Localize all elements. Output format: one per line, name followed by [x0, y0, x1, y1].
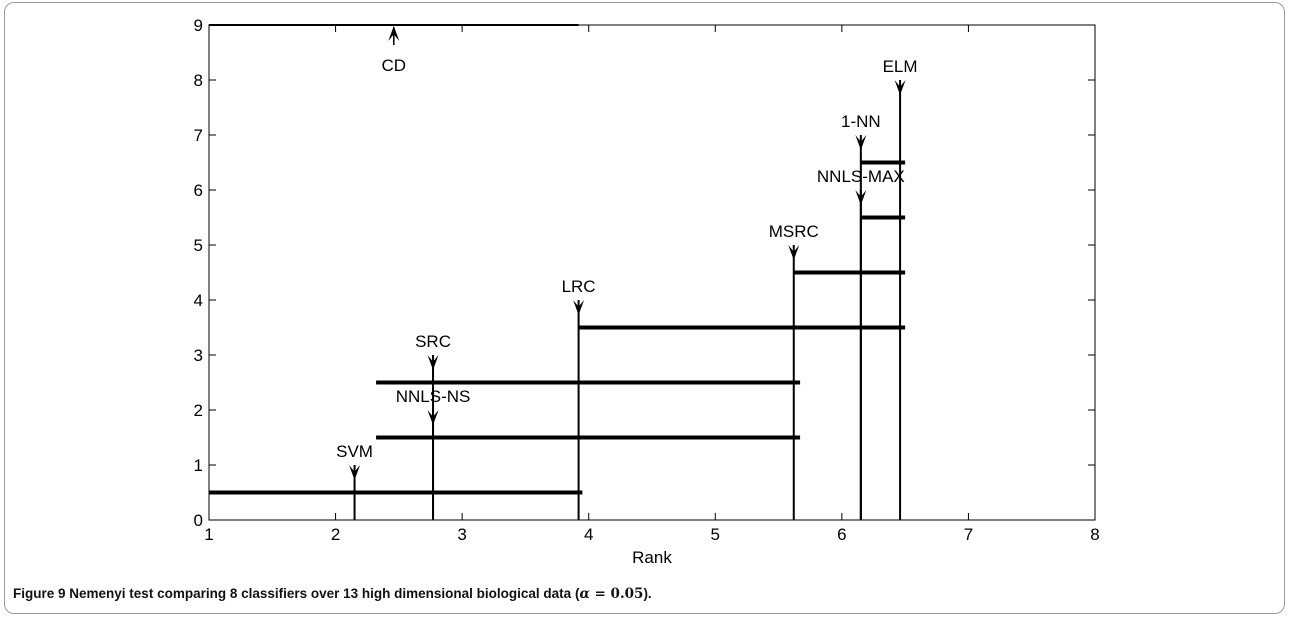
- y-tick-label: 3: [194, 346, 203, 365]
- classifier-label: SRC: [415, 332, 451, 351]
- y-tick-label: 1: [194, 456, 203, 475]
- rank-arrow-head: [894, 80, 906, 95]
- classifier-label: LRC: [562, 277, 596, 296]
- x-tick-label: 4: [584, 525, 593, 544]
- y-tick-label: 5: [194, 236, 203, 255]
- caption-alpha-rel: =: [589, 586, 611, 602]
- y-tick-label: 7: [194, 126, 203, 145]
- caption-alpha-value: 0.05: [610, 586, 644, 602]
- rank-arrow-head: [788, 245, 800, 260]
- x-tick-label: 8: [1090, 525, 1099, 544]
- caption-close: ).: [643, 586, 652, 601]
- cd-arrow-head: [388, 26, 400, 41]
- x-tick-label: 5: [711, 525, 720, 544]
- classifier-label: 1-NN: [841, 112, 881, 131]
- y-tick-label: 9: [194, 16, 203, 35]
- y-tick-label: 8: [194, 71, 203, 90]
- x-axis-label: Rank: [632, 548, 672, 567]
- x-tick-label: 3: [457, 525, 466, 544]
- x-tick-label: 6: [837, 525, 846, 544]
- classifier-label: SVM: [336, 442, 373, 461]
- y-tick-label: 4: [194, 291, 203, 310]
- x-tick-label: 1: [204, 525, 213, 544]
- caption-text: Nemenyi test comparing 8 classifiers ove…: [69, 586, 580, 601]
- caption-alpha: α = 0.05: [579, 586, 643, 602]
- figure-frame: [4, 2, 1285, 614]
- caption-label: Figure 9: [13, 586, 66, 601]
- nemenyi-chart: 1 2 3 4 5 6 7 80123456789RankCDSVMNNLS-NSSRCLRC…: [194, 16, 1100, 567]
- plot-area: [208, 24, 1096, 521]
- figure-caption: Figure 9 Nemenyi test comparing 8 classi…: [13, 586, 652, 602]
- y-tick-label: 6: [194, 181, 203, 200]
- rank-arrow-head: [855, 135, 867, 150]
- rank-arrow-head: [427, 355, 439, 370]
- cd-label: CD: [382, 56, 407, 75]
- rank-arrow-head: [349, 465, 361, 480]
- classifier-label: MSRC: [769, 222, 819, 241]
- y-tick-label: 2: [194, 401, 203, 420]
- classifier-label: ELM: [883, 57, 918, 76]
- x-tick-label: 2: [331, 525, 340, 544]
- rank-arrow-head: [573, 300, 585, 315]
- x-tick-label: 7: [964, 525, 973, 544]
- caption-alpha-symbol: α: [579, 586, 590, 602]
- y-tick-label: 0: [194, 511, 203, 530]
